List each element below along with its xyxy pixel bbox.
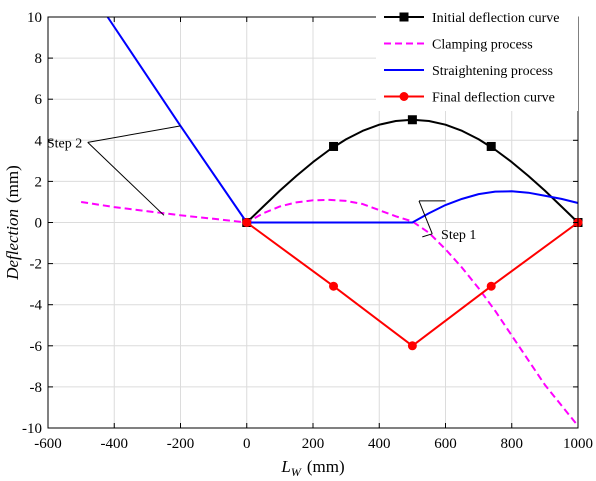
legend-marker	[399, 92, 409, 101]
x-tick-label: 0	[243, 436, 251, 452]
x-tick-label: 1000	[563, 436, 593, 452]
data-point	[407, 341, 417, 351]
x-tick-label: 200	[302, 436, 325, 452]
series-line	[80, 198, 579, 427]
x-axis-label-unit: (mm)	[307, 457, 345, 476]
series-line	[246, 118, 579, 224]
x-tick-label: -600	[34, 436, 62, 452]
annotation-line	[87, 141, 165, 216]
legend-item-3: Final deflection curve	[384, 91, 555, 106]
annotation-layer: Step 1 Step 2	[47, 125, 476, 243]
series-1	[80, 198, 579, 427]
y-axis-label: Deflection (mm)	[3, 165, 22, 281]
x-tick-label: 800	[501, 436, 524, 452]
legend: Initial deflection curve Clamping process…	[376, 3, 578, 111]
x-axis-label-main: L	[280, 457, 290, 476]
tick-labels: -600 -400 -200 0 200 400 600 800 1000 -10 -8 -6 -4 -2…	[22, 10, 593, 452]
legend-item-0: Initial deflection curve	[384, 11, 560, 26]
annotation-line	[418, 200, 433, 234]
annotation-label: Step 2	[47, 136, 82, 151]
annotation-line	[422, 233, 433, 238]
data-point	[486, 281, 496, 291]
series-layer	[80, 16, 583, 427]
series-line	[246, 221, 579, 347]
data-point	[486, 141, 496, 151]
y-tick-label: -6	[30, 339, 43, 355]
x-axis-label-sub: W	[291, 465, 302, 479]
x-tick-label: 600	[434, 436, 457, 452]
y-tick-label: 2	[35, 174, 43, 190]
legend-label: Straightening process	[432, 64, 553, 79]
y-tick-label: -8	[30, 380, 43, 396]
x-tick-label: 400	[368, 436, 391, 452]
legend-label: Clamping process	[432, 38, 533, 53]
y-tick-label: -10	[22, 421, 42, 437]
legend-background	[376, 3, 578, 111]
y-tick-label: 8	[35, 51, 43, 67]
y-tick-label: -2	[30, 257, 43, 273]
series-2	[106, 16, 579, 224]
annotation-line	[87, 125, 181, 143]
x-tick-label: -200	[167, 436, 195, 452]
annotation-label: Step 1	[441, 228, 476, 243]
data-point	[329, 141, 339, 151]
annotation-0: Step 1	[418, 200, 476, 243]
annotation-1: Step 2	[47, 125, 181, 216]
series-line	[106, 16, 579, 224]
legend-label: Initial deflection curve	[432, 11, 560, 26]
y-tick-label: 0	[35, 216, 43, 232]
x-axis-label: LW (mm)	[280, 457, 344, 479]
series-0	[242, 115, 583, 227]
y-axis-label-main: Deflection	[3, 209, 22, 281]
y-tick-label: -4	[30, 298, 43, 314]
legend-label: Final deflection curve	[432, 91, 555, 106]
legend-item-1: Clamping process	[384, 38, 533, 53]
y-axis-label-unit: (mm)	[3, 165, 22, 203]
y-tick-label: 6	[35, 92, 43, 108]
series-3	[242, 218, 583, 351]
y-tick-label: 10	[27, 10, 42, 26]
data-point	[329, 281, 339, 291]
legend-marker	[399, 12, 409, 22]
y-tick-label: 4	[35, 133, 43, 149]
legend-item-2: Straightening process	[384, 64, 553, 79]
x-tick-label: -400	[101, 436, 129, 452]
data-point	[242, 218, 252, 227]
data-point	[407, 115, 417, 125]
